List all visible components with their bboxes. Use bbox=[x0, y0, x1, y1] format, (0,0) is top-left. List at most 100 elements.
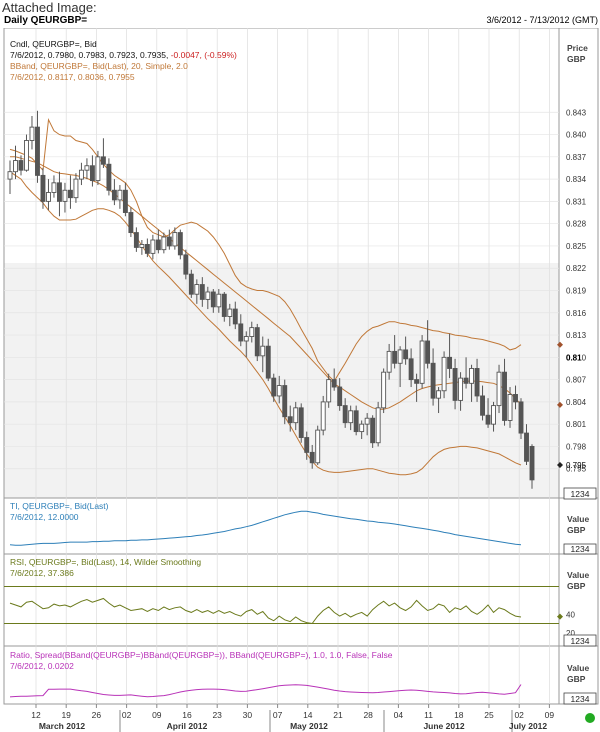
candle-body-up bbox=[117, 189, 123, 201]
candle-body-up bbox=[260, 345, 266, 357]
candle-body-down bbox=[298, 407, 304, 438]
candle bbox=[458, 372, 464, 411]
price-scale-box[interactable] bbox=[563, 487, 597, 500]
x-tick-label: 12 bbox=[31, 710, 41, 720]
x-tick-label: 09 bbox=[152, 710, 162, 720]
candle-body-up bbox=[436, 390, 442, 399]
rsi-axis-ticks: 40 20 bbox=[557, 610, 575, 638]
candle bbox=[18, 155, 24, 176]
candle-body-up bbox=[381, 371, 387, 409]
candle-body-up bbox=[249, 327, 255, 337]
candle-body-up bbox=[172, 232, 178, 247]
candle-body-down bbox=[370, 417, 376, 444]
ti-line bbox=[9, 510, 522, 546]
candle bbox=[221, 291, 227, 322]
candle bbox=[298, 403, 304, 443]
candle bbox=[496, 364, 502, 414]
candle-body-down bbox=[309, 451, 315, 464]
candle-body-down bbox=[518, 401, 524, 434]
bollinger-lower-line bbox=[9, 171, 522, 476]
chart-canvas[interactable]: Cndl, QEURGBP=, Bid 7/6/2012, 0.7980, 0.… bbox=[0, 28, 600, 732]
x-tick-label: 28 bbox=[363, 710, 373, 720]
candle bbox=[106, 158, 112, 196]
candle bbox=[155, 229, 161, 254]
candle bbox=[293, 401, 299, 431]
candle-body-down bbox=[232, 308, 238, 325]
x-tick-label: 07 bbox=[273, 710, 283, 720]
candle-body-up bbox=[24, 140, 29, 171]
rsi-axis-title: Value bbox=[567, 570, 589, 580]
candle-body-down bbox=[155, 239, 161, 251]
price-tick-label: 0.804 bbox=[566, 398, 587, 407]
x-tick-label: 30 bbox=[243, 710, 253, 720]
ratio-axis-title: Value bbox=[567, 663, 589, 673]
price-tick-label: 0.831 bbox=[566, 197, 587, 206]
candle-body-down bbox=[304, 437, 310, 453]
rsi-tick-label: 40 bbox=[566, 610, 575, 619]
candle bbox=[370, 415, 376, 448]
candle-body-down bbox=[199, 284, 205, 300]
candle-body-up bbox=[348, 410, 354, 424]
candle bbox=[144, 238, 150, 258]
candle-body-down bbox=[425, 340, 431, 364]
candle-body-up bbox=[139, 244, 145, 248]
candle bbox=[348, 405, 354, 431]
candle bbox=[161, 232, 167, 254]
candle-body-up bbox=[320, 401, 326, 431]
candle bbox=[122, 182, 128, 217]
candle bbox=[436, 387, 442, 414]
candle-body-down bbox=[342, 405, 348, 424]
bollinger-middle-line bbox=[10, 156, 522, 410]
candle bbox=[529, 444, 535, 489]
price-tick-label: 0.813 bbox=[566, 331, 587, 340]
band-level-marker bbox=[557, 462, 563, 469]
band-level-marker bbox=[557, 341, 563, 348]
candle-body-up bbox=[315, 429, 321, 464]
candle-body-down bbox=[106, 163, 112, 191]
candle-body-up bbox=[326, 379, 332, 403]
candle bbox=[7, 160, 13, 194]
candle bbox=[95, 150, 101, 186]
candle-body-down bbox=[35, 126, 40, 176]
candle bbox=[513, 385, 518, 410]
x-tick-label: 02 bbox=[514, 710, 524, 720]
candle bbox=[502, 358, 507, 426]
rsi-scale-box[interactable] bbox=[563, 634, 597, 647]
ti-scale-box[interactable] bbox=[563, 543, 597, 555]
candle bbox=[183, 249, 189, 280]
candle-body-down bbox=[265, 345, 271, 379]
candle bbox=[249, 321, 255, 343]
candle bbox=[243, 331, 249, 358]
candle-body-up bbox=[205, 291, 211, 300]
candle-body-down bbox=[183, 254, 189, 275]
candle-body-down bbox=[331, 379, 337, 388]
candle bbox=[100, 138, 106, 168]
candle-body-down bbox=[144, 244, 150, 254]
candle bbox=[485, 398, 491, 428]
candle bbox=[392, 335, 398, 369]
price-tick-label: 0.798 bbox=[566, 442, 587, 451]
ratio-scale-box[interactable] bbox=[563, 692, 597, 705]
candle bbox=[386, 343, 392, 380]
candle bbox=[364, 413, 370, 436]
x-tick-label: 26 bbox=[92, 710, 102, 720]
ratio-scale-box-label: 1234 bbox=[571, 694, 590, 704]
candle bbox=[414, 373, 420, 402]
candlesticks bbox=[7, 110, 535, 489]
candle bbox=[128, 207, 134, 238]
candle bbox=[463, 357, 469, 389]
rsi-axis-currency: GBP bbox=[567, 581, 586, 591]
candle bbox=[480, 385, 485, 421]
candle bbox=[375, 401, 381, 447]
candle-body-down bbox=[210, 291, 216, 308]
candle bbox=[282, 379, 288, 425]
candle-body-down bbox=[430, 362, 436, 399]
candle-body-down bbox=[18, 160, 24, 171]
candle bbox=[73, 173, 79, 203]
price-tick-label: 0.807 bbox=[566, 376, 587, 385]
candle bbox=[194, 279, 200, 304]
price-scale-box-label: 1234 bbox=[571, 489, 590, 499]
candle bbox=[111, 179, 117, 206]
price-axis-ticks: 0.843 0.840 0.837 0.834 0.831 0.828 0.825 0.822… bbox=[566, 108, 587, 473]
